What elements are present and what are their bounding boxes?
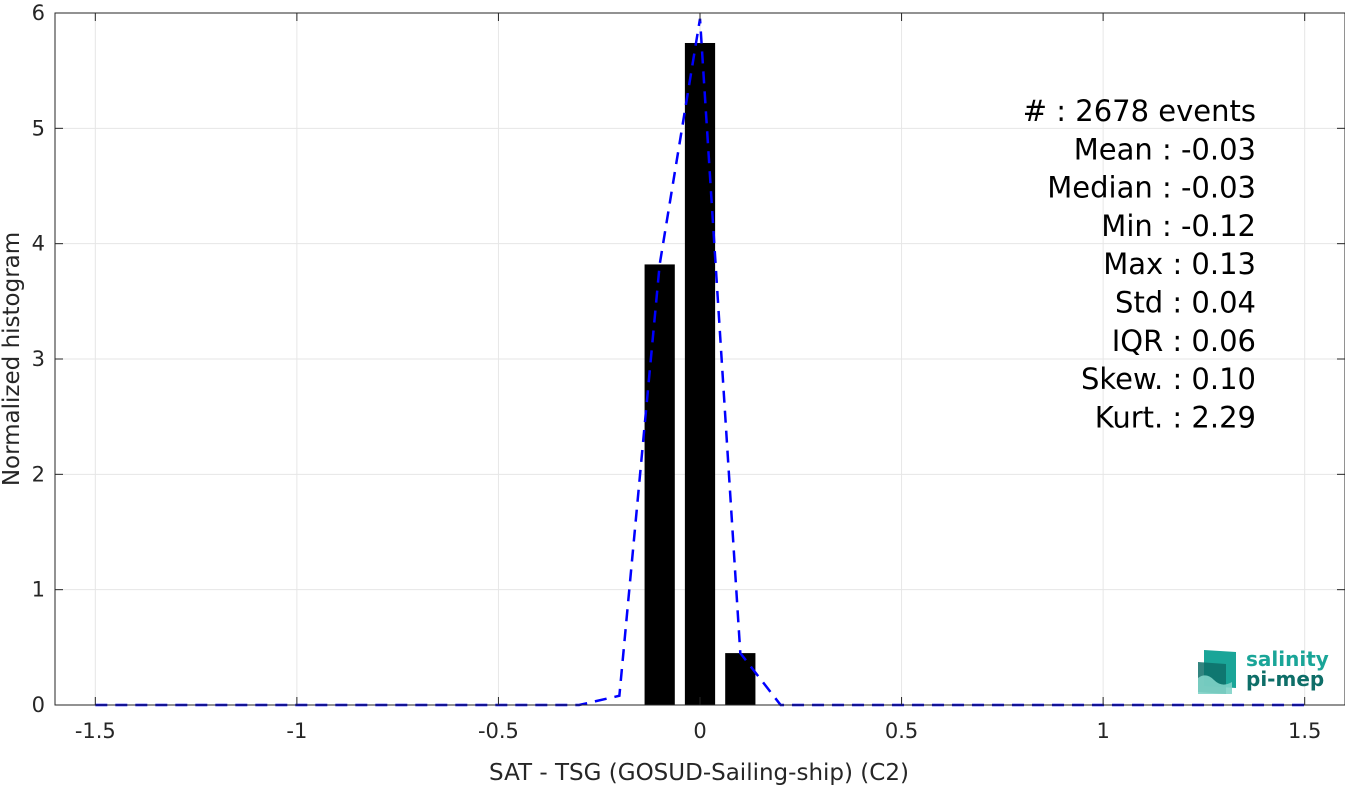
- histogram-bar: [684, 42, 716, 705]
- y-tick-label: 0: [32, 693, 45, 717]
- x-axis-label: SAT - TSG (GOSUD-Sailing-ship) (C2): [489, 760, 909, 786]
- x-tick-label: 1.5: [1288, 719, 1321, 743]
- stats-line: IQR : 0.06: [1112, 324, 1256, 358]
- stats-line: Max : 0.13: [1103, 247, 1256, 281]
- y-axis-label: Normalized histogram: [0, 232, 25, 486]
- logo-text-salinity: salinity: [1246, 647, 1329, 671]
- histogram-bar: [725, 653, 756, 705]
- x-tick-label: 0: [693, 719, 706, 743]
- stats-line: # : 2678 events: [1023, 94, 1256, 128]
- x-tick-label: 0.5: [885, 719, 918, 743]
- histogram-bar: [644, 264, 675, 705]
- x-axis-ticks: -1.5 -1 -0.5 0 0.5 1 1.5: [75, 13, 1321, 743]
- logo-text-pi-mep: pi-mep: [1246, 667, 1324, 691]
- logo-emblem-icon: [1198, 650, 1236, 694]
- stats-line: Std : 0.04: [1115, 286, 1256, 320]
- y-tick-label: 1: [32, 578, 45, 602]
- stats-line: Kurt. : 2.29: [1095, 400, 1256, 434]
- x-tick-label: 1: [1096, 719, 1109, 743]
- salinity-pi-mep-logo: salinity pi-mep: [1198, 647, 1329, 694]
- histogram-bars: [644, 42, 756, 705]
- x-tick-label: -1: [286, 719, 307, 743]
- stats-annotation: # : 2678 events Mean : -0.03 Median : -0.0…: [1023, 94, 1256, 434]
- y-axis-ticks: 0 1 2 3 4 5 6: [32, 1, 1345, 717]
- y-tick-label: 3: [32, 347, 45, 371]
- stats-line: Min : -0.12: [1101, 209, 1256, 243]
- y-tick-label: 5: [32, 116, 45, 140]
- stats-line: Skew. : 0.10: [1081, 362, 1256, 396]
- y-tick-label: 2: [32, 462, 45, 486]
- x-tick-label: -1.5: [75, 719, 116, 743]
- stats-line: Mean : -0.03: [1074, 132, 1256, 166]
- stats-line: Median : -0.03: [1047, 171, 1256, 205]
- y-tick-label: 4: [32, 232, 45, 256]
- y-tick-label: 6: [32, 1, 45, 25]
- x-tick-label: -0.5: [478, 719, 519, 743]
